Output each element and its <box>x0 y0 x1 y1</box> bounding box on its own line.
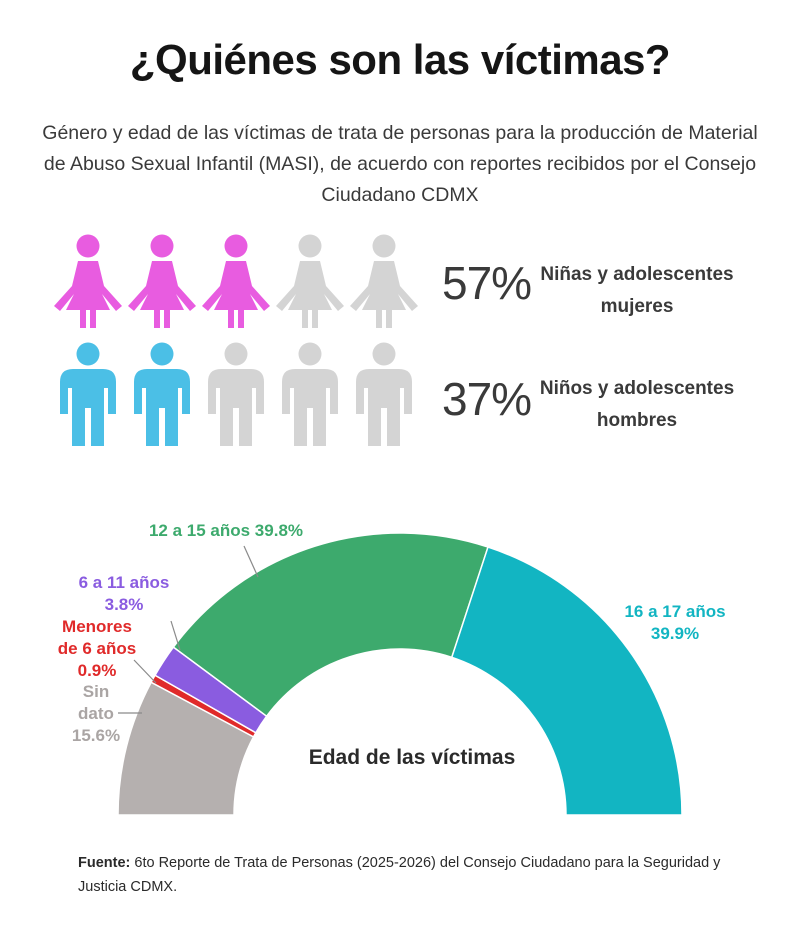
leader-line-3 <box>243 545 259 578</box>
girls-label: Niñas y adolescentes mujeres <box>540 264 734 317</box>
chart-title: Edad de las víctimas <box>309 746 516 769</box>
chart-labels: Sin dato 15.6%Menores de 6 años 0.9%6 a 11 a… <box>58 521 726 745</box>
slice-label-0: Sin dato 15.6% <box>72 682 120 745</box>
boy-icon <box>126 342 198 448</box>
boys-icon-row <box>52 342 420 448</box>
leader-line-1 <box>133 659 157 684</box>
source-note: Fuente: 6to Reporte de Trata de Personas… <box>78 851 738 899</box>
girls-icon-row <box>52 234 420 330</box>
girl-icon <box>126 234 198 330</box>
girl-icon <box>348 234 420 330</box>
boys-percent: 37% <box>442 373 532 425</box>
slice-label-3: 12 a 15 años 39.8% <box>149 521 303 540</box>
chart-leader-lines <box>118 545 259 714</box>
boy-icon <box>52 342 124 448</box>
page-title: ¿Quiénes son las víctimas? <box>129 36 671 83</box>
boy-icon <box>348 342 420 448</box>
girl-icon <box>52 234 124 330</box>
girl-icon <box>274 234 346 330</box>
boy-icon <box>274 342 346 448</box>
boy-icon <box>200 342 272 448</box>
slice-label-4: 16 a 17 años 39.9% <box>624 602 725 643</box>
page-subtitle: Género y edad de las víctimas de trata d… <box>42 122 758 206</box>
boys-label: Niños y adolescentes hombres <box>539 378 735 431</box>
girl-icon <box>200 234 272 330</box>
source-prefix: Fuente: <box>78 855 131 871</box>
girls-percent: 57% <box>442 257 532 309</box>
slice-4 <box>450 546 683 816</box>
slice-label-2: 6 a 11 años 3.8% <box>79 573 170 614</box>
source-text: 6to Reporte de Trata de Personas (2025-2… <box>78 855 721 895</box>
chart-slices <box>117 532 683 816</box>
leader-line-2 <box>170 620 181 651</box>
age-donut-chart: Sin dato 15.6%Menores de 6 años 0.9%6 a 11 a… <box>58 521 726 816</box>
slice-3 <box>172 532 489 718</box>
slice-label-1: Menores de 6 años 0.9% <box>58 617 136 680</box>
